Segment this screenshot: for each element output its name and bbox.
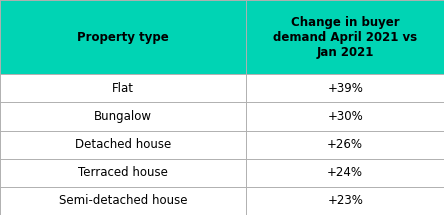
Bar [246, 0, 444, 74]
Bar [0, 131, 246, 159]
Text: +24%: +24% [327, 166, 363, 179]
Bar [246, 187, 444, 215]
Text: Bungalow: Bungalow [94, 110, 152, 123]
Bar [246, 74, 444, 102]
Bar [0, 74, 246, 102]
Text: +30%: +30% [327, 110, 363, 123]
Bar [0, 187, 246, 215]
Text: Terraced house: Terraced house [78, 166, 168, 179]
Text: Property type: Property type [77, 31, 169, 44]
Text: Change in buyer
demand April 2021 vs
Jan 2021: Change in buyer demand April 2021 vs Jan… [273, 16, 417, 59]
Bar [0, 102, 246, 131]
Text: +39%: +39% [327, 82, 363, 95]
Bar [246, 102, 444, 131]
Bar [0, 0, 246, 74]
Text: +26%: +26% [327, 138, 363, 151]
Text: Flat: Flat [112, 82, 134, 95]
Bar [0, 159, 246, 187]
Bar [246, 131, 444, 159]
Text: Semi-detached house: Semi-detached house [59, 194, 187, 207]
Bar [246, 159, 444, 187]
Text: +23%: +23% [327, 194, 363, 207]
Text: Detached house: Detached house [75, 138, 171, 151]
